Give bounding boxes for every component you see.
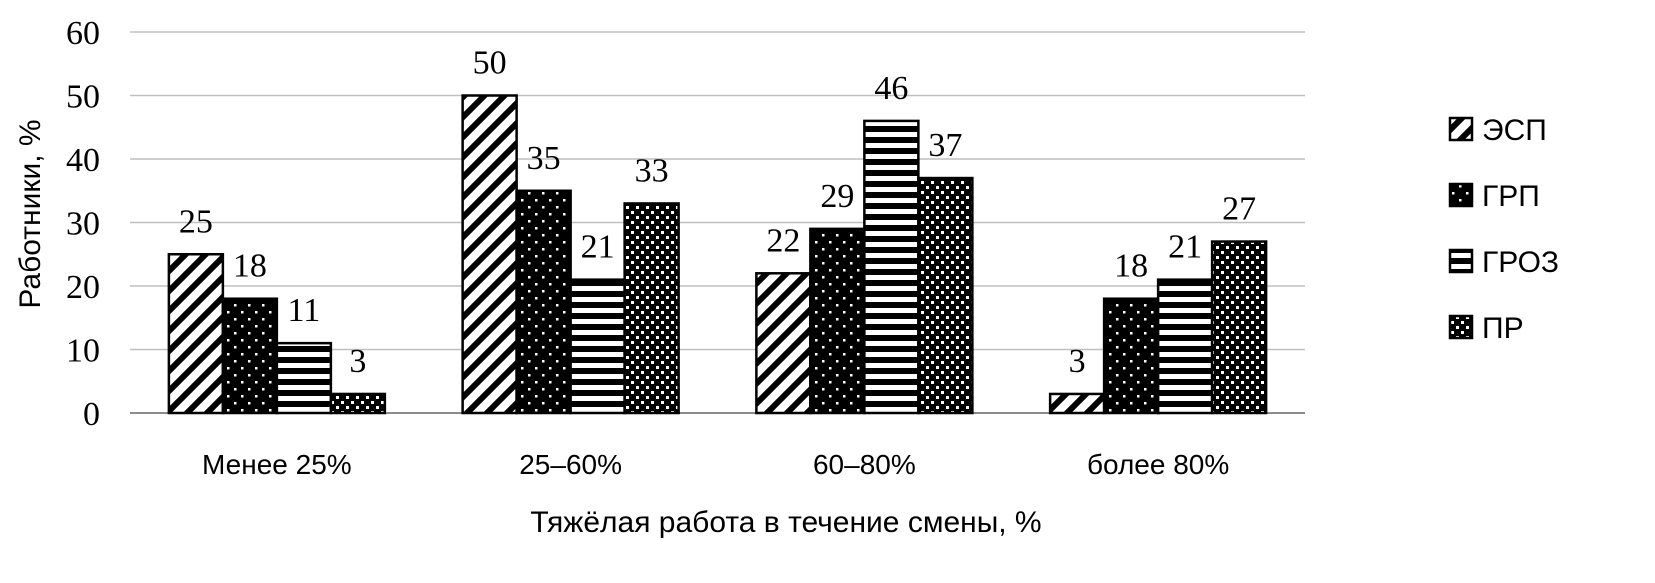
legend-label: ГРОЗ bbox=[1482, 246, 1559, 279]
data-label: 3 bbox=[349, 343, 366, 380]
data-label: 25 bbox=[179, 203, 213, 240]
y-tick-label: 60 bbox=[66, 15, 100, 52]
x-tick-label: 25–60% bbox=[519, 449, 622, 480]
bar-ГРП-0 bbox=[221, 297, 279, 415]
x-tick-label: Менее 25% bbox=[202, 449, 352, 480]
y-tick-label: 10 bbox=[66, 333, 100, 370]
legend-swatch bbox=[1448, 182, 1474, 208]
y-axis-title: Работники, % bbox=[14, 119, 47, 308]
data-label: 46 bbox=[874, 70, 908, 107]
bar-ЭСП-3 bbox=[1048, 392, 1106, 415]
x-tick-label: 60–80% bbox=[813, 449, 916, 480]
data-label: 21 bbox=[581, 229, 615, 266]
bar-ЭСП-0 bbox=[167, 253, 225, 415]
data-label: 35 bbox=[527, 140, 561, 177]
bar-ГРП-3 bbox=[1102, 297, 1160, 415]
data-label: 18 bbox=[1114, 248, 1148, 285]
legend-swatch bbox=[1448, 116, 1474, 142]
data-label: 3 bbox=[1069, 343, 1086, 380]
bar-ГРОЗ-2 bbox=[863, 119, 920, 415]
legend-label: ЭСП bbox=[1482, 114, 1547, 147]
x-axis-title: Тяжёлая работа в течение смены, % bbox=[530, 506, 1041, 539]
data-label: 27 bbox=[1222, 191, 1256, 228]
y-tick-label: 30 bbox=[66, 206, 100, 243]
data-label: 37 bbox=[928, 127, 962, 164]
data-label: 18 bbox=[233, 248, 267, 285]
legend-label: ГРП bbox=[1482, 180, 1540, 213]
data-label: 11 bbox=[288, 292, 321, 329]
legend-label: ПР bbox=[1482, 312, 1524, 345]
bar-ГРП-1 bbox=[515, 189, 572, 415]
bar-ГРОЗ-1 bbox=[569, 278, 626, 415]
data-label: 29 bbox=[820, 178, 854, 215]
legend-swatch bbox=[1448, 248, 1474, 274]
y-tick-label: 50 bbox=[66, 79, 100, 116]
data-label: 33 bbox=[635, 152, 669, 189]
bars bbox=[167, 94, 1268, 415]
x-axis-categories: Менее 25% 25–60% 60–80% более 80% bbox=[202, 449, 1229, 480]
bar-ПР-3 bbox=[1210, 240, 1268, 415]
bar-ЭСП-2 bbox=[755, 272, 812, 415]
data-label: 50 bbox=[473, 45, 507, 82]
data-label: 22 bbox=[766, 222, 800, 259]
y-tick-label: 0 bbox=[83, 396, 100, 433]
y-tick-label: 20 bbox=[66, 269, 100, 306]
bar-ПР-0 bbox=[329, 392, 387, 415]
y-tick-label: 40 bbox=[66, 142, 100, 179]
y-axis-ticks: 0 10 20 30 40 50 60 bbox=[66, 15, 100, 433]
legend-swatch bbox=[1448, 314, 1474, 340]
bar-ГРП-2 bbox=[809, 227, 866, 415]
data-labels: 25 18 11 3 50 35 21 33 22 29 46 37 3 18 21 27 bbox=[179, 45, 1256, 380]
bar-ПР-1 bbox=[623, 202, 680, 415]
bar-ГРОЗ-0 bbox=[275, 341, 333, 415]
x-tick-label: более 80% bbox=[1087, 449, 1229, 480]
bar-ПР-2 bbox=[917, 176, 974, 415]
bar-ЭСП-1 bbox=[461, 94, 518, 415]
data-label: 21 bbox=[1168, 229, 1202, 266]
bar-ГРОЗ-3 bbox=[1156, 278, 1214, 415]
legend: ЭСП ГРП ГРОЗ ПР bbox=[1448, 114, 1559, 345]
